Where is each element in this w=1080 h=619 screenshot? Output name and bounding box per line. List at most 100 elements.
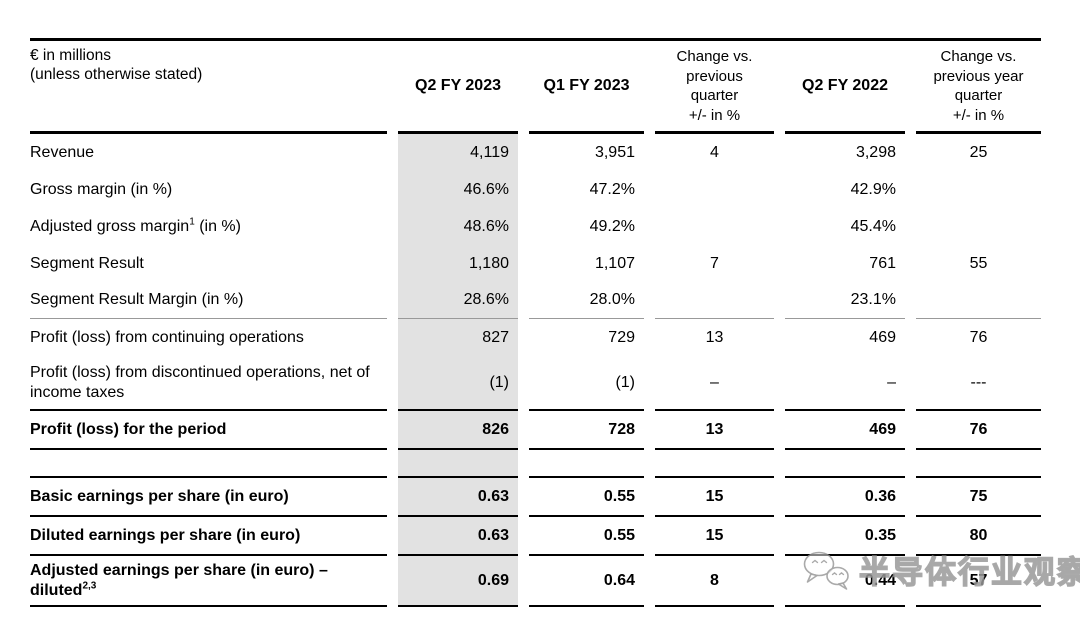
unit-label-line2: (unless otherwise stated): [30, 66, 203, 84]
row-basic-eps: Basic earnings per share (in euro) 0.63 …: [30, 478, 1041, 517]
diluted-eps-q2fy22-value: 0.35: [785, 517, 905, 556]
footnote-ref-1: 1: [189, 216, 195, 228]
revenue-change-prev-year-value: 25: [969, 143, 988, 161]
spacer-q2fy22-cell: [785, 450, 905, 478]
spacer-row: [30, 450, 1041, 478]
diluted-eps-label: Diluted earnings per share (in euro): [30, 517, 387, 556]
spacer-q2fy23-cell: [398, 450, 518, 478]
spacer-change-prev-year-cell: [916, 450, 1041, 478]
segment-result-q1fy23-value: 1,107: [594, 254, 635, 272]
adjusted-gross-margin-q2fy23-value: 48.6%: [398, 208, 518, 245]
segment-result-label: Segment Result: [30, 254, 144, 272]
row-segment-result-margin: Segment Result Margin (in %) 28.6% 28.0%…: [30, 282, 1041, 319]
diluted-eps-q1fy23-value: 0.55: [529, 517, 644, 556]
change-y-line4: +/- in %: [952, 106, 1005, 124]
spacer-label-cell: [30, 450, 387, 478]
segment-result-change-prev-year-value: 55: [969, 254, 988, 272]
adjusted-gross-margin-change-prev-quarter-value: [655, 208, 774, 245]
segment-result-margin-label: Segment Result Margin (in %): [30, 282, 387, 319]
footnote-ref-2-3: 2,3: [82, 580, 97, 592]
table-header-row: € in millions (unless otherwise stated) …: [30, 41, 1041, 134]
row-segment-result: Segment Result 1,180 1,107 7 761 55: [30, 245, 1041, 282]
profit-discontinued-q2fy23-value: (1): [398, 357, 518, 411]
adjusted-gross-margin-q2fy22-value: 45.4%: [850, 217, 896, 235]
adjusted-eps-q1fy23-value: 0.64: [529, 556, 644, 607]
segment-result-q2fy23-value: 1,180: [398, 245, 518, 282]
profit-continuing-q2fy23-value: 827: [398, 319, 518, 357]
adjusted-eps-q2fy22-value: 0.44: [785, 556, 905, 607]
basic-eps-q1fy23-value: 0.55: [529, 478, 644, 517]
profit-discontinued-q2fy22-value: –: [785, 357, 905, 411]
adjusted-gross-margin-change-prev-year-value: [916, 208, 1041, 245]
basic-eps-q2fy22-value: 0.36: [785, 478, 905, 517]
profit-continuing-q2fy22-value: 469: [869, 329, 896, 346]
change-q-line2: previous: [686, 67, 743, 85]
profit-period-change-prev-quarter-value: 13: [655, 411, 774, 450]
row-revenue: Revenue 4,119 3,951 4 3,298 25: [30, 134, 1041, 171]
profit-period-q1fy23-value: 728: [529, 411, 644, 450]
gross-margin-change-prev-quarter-value: [655, 171, 774, 208]
segment-result-margin-q2fy22-value: 23.1%: [785, 282, 905, 319]
row-adjusted-gross-margin: Adjusted gross margin1 (in %) 48.6% 49.2…: [30, 208, 1041, 245]
profit-period-q2fy23-value: 826: [398, 411, 518, 450]
column-header-q2fy22: Q2 FY 2022: [785, 41, 905, 134]
diluted-eps-change-prev-quarter-value: 15: [655, 517, 774, 556]
spacer-change-prev-quarter-cell: [655, 450, 774, 478]
change-y-line2: previous year: [933, 67, 1024, 85]
revenue-label: Revenue: [30, 143, 95, 161]
gross-margin-q2fy23-value: 46.6%: [398, 171, 518, 208]
segment-result-margin-q2fy23-value: 28.6%: [398, 282, 518, 319]
unit-label-line1: € in millions: [30, 47, 111, 64]
row-adjusted-eps-diluted: Adjusted earnings per share (in euro) – …: [30, 556, 1041, 607]
quarterly-results-table: € in millions (unless otherwise stated) …: [30, 38, 1041, 607]
revenue-change-prev-quarter-value: 4: [710, 143, 719, 161]
row-profit-for-period: Profit (loss) for the period 826 728 13 …: [30, 411, 1041, 450]
revenue-q2fy23-value: 4,119: [398, 134, 518, 171]
column-header-change-prev-quarter: Change vs. previous quarter +/- in %: [655, 41, 774, 134]
column-header-q1fy23: Q1 FY 2023: [529, 41, 644, 134]
change-y-line3: quarter: [954, 87, 1003, 104]
row-profit-discontinued-operations: Profit (loss) from discontinued operatio…: [30, 357, 1041, 411]
segment-result-change-prev-quarter-value: 7: [710, 254, 719, 272]
basic-eps-change-prev-year-value: 75: [916, 478, 1041, 517]
adjusted-gross-margin-label: Adjusted gross margin1 (in %): [30, 216, 241, 235]
revenue-q2fy22-value: 3,298: [855, 143, 896, 161]
basic-eps-change-prev-quarter-value: 15: [655, 478, 774, 517]
segment-result-margin-change-prev-year-value: [916, 282, 1041, 319]
row-diluted-eps: Diluted earnings per share (in euro) 0.6…: [30, 517, 1041, 556]
adjusted-eps-q2fy23-value: 0.69: [398, 556, 518, 607]
diluted-eps-q2fy23-value: 0.63: [398, 517, 518, 556]
profit-discontinued-q1fy23-value: (1): [529, 357, 644, 411]
gross-margin-q1fy23-value: 47.2%: [589, 180, 635, 198]
row-profit-continuing-operations: Profit (loss) from continuing operations…: [30, 319, 1041, 357]
segment-result-margin-q1fy23-value: 28.0%: [529, 282, 644, 319]
revenue-q1fy23-value: 3,951: [594, 143, 635, 161]
change-q-line3: quarter: [690, 87, 739, 104]
adjusted-eps-change-prev-year-value: 57: [916, 556, 1041, 607]
column-header-change-prev-year-quarter: Change vs. previous year quarter +/- in …: [916, 41, 1041, 134]
segment-result-margin-change-prev-quarter-value: [655, 282, 774, 319]
change-q-line4: +/- in %: [688, 106, 741, 124]
spacer-q1fy23-cell: [529, 450, 644, 478]
profit-discontinued-change-prev-quarter-value: –: [655, 357, 774, 411]
profit-period-change-prev-year-value: 76: [916, 411, 1041, 450]
basic-eps-q2fy23-value: 0.63: [398, 478, 518, 517]
adjusted-eps-change-prev-quarter-value: 8: [655, 556, 774, 607]
profit-discontinued-label: Profit (loss) from discontinued operatio…: [30, 357, 387, 411]
segment-result-q2fy22-value: 761: [869, 254, 896, 272]
unit-label: € in millions (unless otherwise stated): [30, 41, 387, 134]
profit-continuing-q1fy23-value: 729: [608, 329, 635, 346]
profit-discontinued-change-prev-year-value: ---: [916, 357, 1041, 411]
profit-period-label: Profit (loss) for the period: [30, 411, 387, 450]
profit-continuing-label: Profit (loss) from continuing operations: [30, 329, 304, 346]
basic-eps-label: Basic earnings per share (in euro): [30, 478, 387, 517]
gross-margin-q2fy22-value: 42.9%: [850, 180, 896, 198]
gross-margin-change-prev-year-value: [916, 171, 1041, 208]
gross-margin-label: Gross margin (in %): [30, 180, 173, 198]
profit-continuing-change-prev-year-value: 76: [969, 329, 988, 346]
column-header-q2fy23: Q2 FY 2023: [398, 41, 518, 134]
profit-continuing-change-prev-quarter-value: 13: [705, 329, 724, 346]
profit-period-q2fy22-value: 469: [785, 411, 905, 450]
row-gross-margin: Gross margin (in %) 46.6% 47.2% 42.9%: [30, 171, 1041, 208]
change-y-line1: Change vs.: [940, 48, 1017, 65]
